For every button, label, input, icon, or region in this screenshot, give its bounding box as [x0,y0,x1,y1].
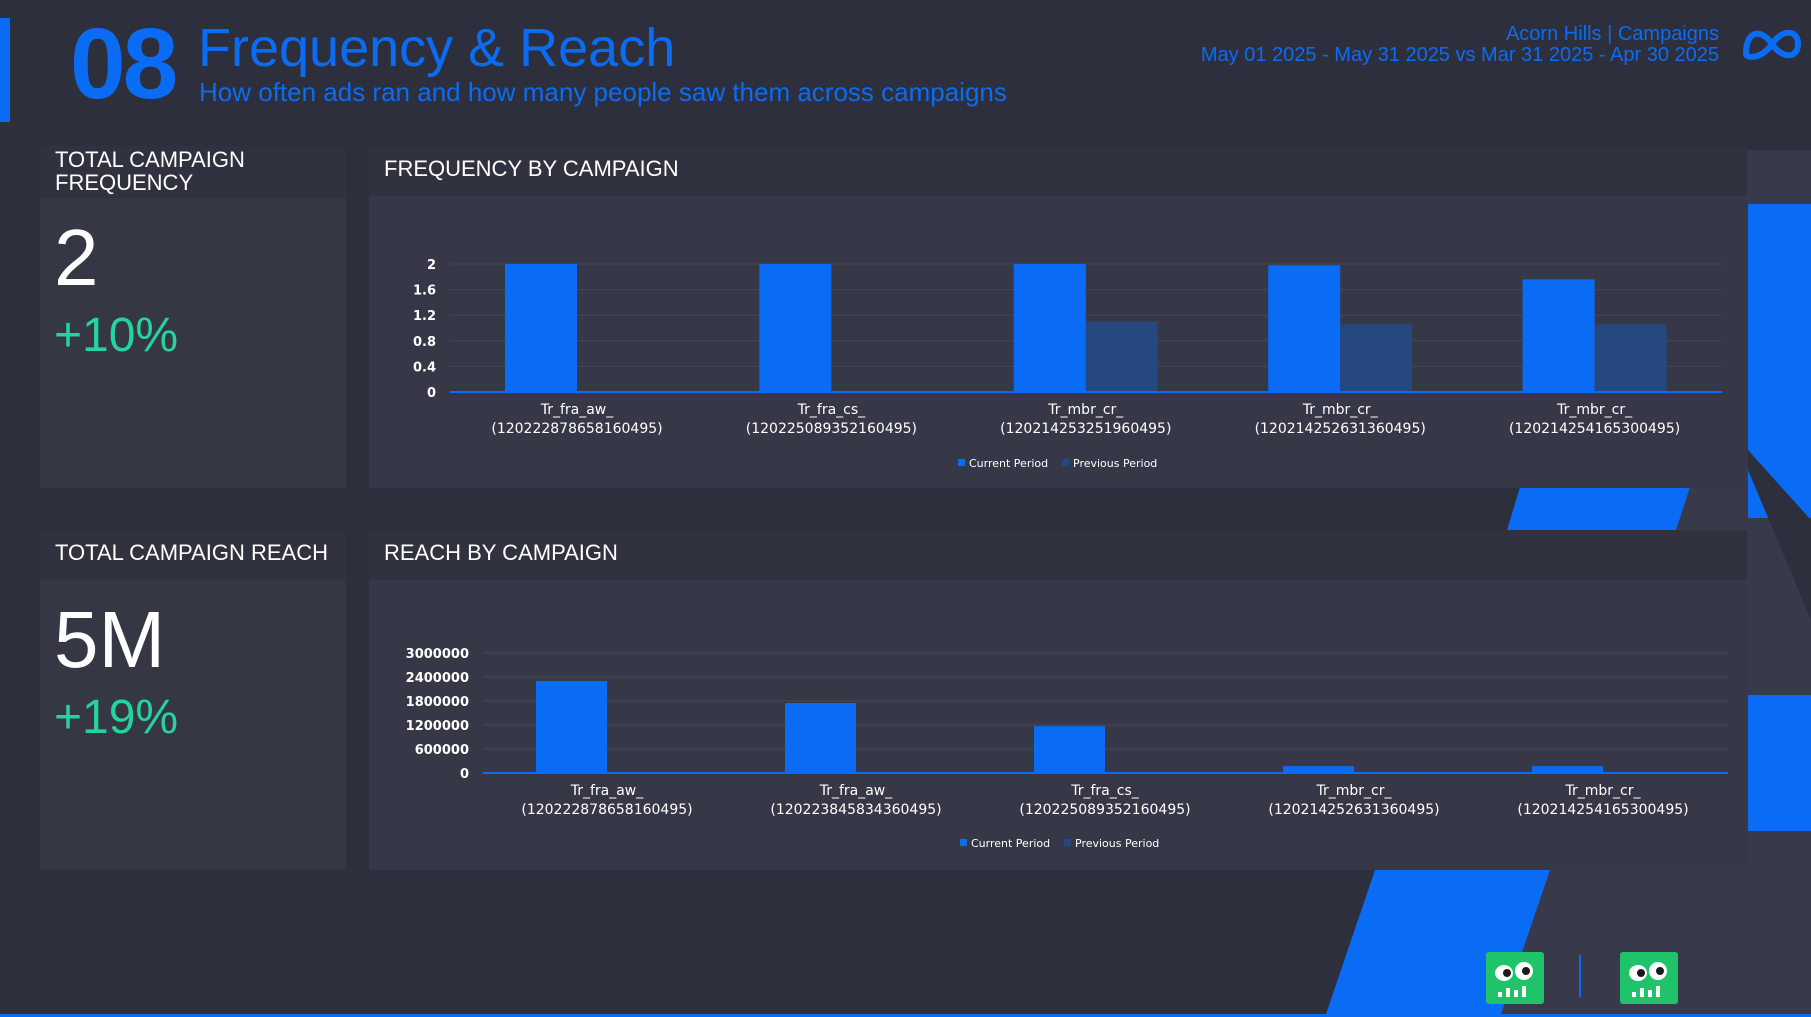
x-tick-label: Tr_mbr_cr_ [1302,402,1379,418]
bar-previous[interactable] [1085,321,1158,392]
x-tick-label: (120223845834360495) [770,802,941,818]
y-tick-label: 1.6 [413,284,436,299]
frequency-kpi-value: 2 [54,213,99,302]
bar-current[interactable] [505,264,577,392]
x-tick-label: (120214254165300495) [1517,802,1688,818]
frequency-chart-header: FREQUENCY BY CAMPAIGN [369,146,1747,196]
x-tick-label: (120225089352160495) [1019,802,1190,818]
reach-chart-title: REACH BY CAMPAIGN [384,540,618,565]
bar-current[interactable] [1268,265,1341,392]
x-tick-label: (120214254165300495) [1509,421,1680,437]
x-tick-label: (120225089352160495) [746,421,917,437]
reach-chart-header: REACH BY CAMPAIGN [369,530,1747,580]
bar-current[interactable] [759,264,832,392]
bar-current[interactable] [1532,766,1603,773]
y-tick-label: 600000 [415,743,469,758]
page-title: Frequency & Reach [198,18,676,78]
frequency-kpi-card: 2 +10% [40,198,346,488]
x-tick-label: Tr_fra_aw_ [540,402,615,418]
frequency-bar-chart: 0 0.4 0.8 1.2 1.6 2 Tr_fra_aw_ (120222878658160… [413,258,1722,470]
y-tick-label: 0.8 [413,335,436,350]
y-tick-label: 2400000 [406,671,469,686]
legend-swatch [1062,459,1069,466]
y-tick-label: 1800000 [406,695,469,710]
x-tick-label: Tr_fra_cs_ [797,402,867,418]
reach-kpi-card: 5M +19% [40,580,346,870]
x-tick-label: (120214252631360495) [1268,802,1439,818]
legend-label: Current Period [971,837,1050,850]
accent-bar [0,18,10,122]
x-tick-label: Tr_mbr_cr_ [1565,783,1642,799]
x-tick-label: Tr_mbr_cr_ [1047,402,1124,418]
page-subtitle: How often ads ran and how many people sa… [199,77,1007,107]
mascot-logo-icon [1620,952,1678,1004]
y-tick-label: 1.2 [413,309,436,324]
bar-previous[interactable] [1594,324,1667,392]
reach-kpi-header: TOTAL CAMPAIGN REACH [40,530,346,580]
y-tick-label: 2 [427,258,436,273]
reach-kpi-label: TOTAL CAMPAIGN REACH [55,540,329,565]
bottom-accent-line [0,1014,1811,1017]
y-tick-label: 3000000 [406,647,469,662]
y-tick-label: 1200000 [406,719,469,734]
x-tick-label: Tr_fra_cs_ [1070,783,1140,799]
footer-divider [1579,955,1581,997]
frequency-chart-title: FREQUENCY BY CAMPAIGN [384,156,679,181]
bar-current[interactable] [1283,766,1354,773]
legend-swatch [958,459,965,466]
frequency-kpi-header: TOTAL CAMPAIGN FREQUENCY [40,146,346,198]
page-number: 08 [70,8,178,120]
frequency-kpi-delta: +10% [54,309,179,362]
x-tick-label: (120214252631360495) [1255,421,1426,437]
mascot-logo-icon [1486,952,1544,1004]
x-tick-label: (120214253251960495) [1000,421,1171,437]
x-tick-label: (120222878658160495) [521,802,692,818]
date-range: May 01 2025 - May 31 2025 vs Mar 31 2025… [1200,44,1719,66]
legend-swatch [960,839,967,846]
y-tick-label: 0 [427,386,436,401]
legend-label: Previous Period [1075,837,1159,850]
x-tick-label: Tr_mbr_cr_ [1316,783,1393,799]
bar-current[interactable] [1522,279,1595,392]
client-label: Acorn Hills | Campaigns [1505,23,1719,45]
x-tick-label: Tr_mbr_cr_ [1556,402,1633,418]
meta-infinity-logo-icon [1743,29,1801,60]
bar-current[interactable] [536,681,607,773]
legend-swatch [1064,839,1071,846]
x-tick-label: Tr_fra_aw_ [570,783,645,799]
x-tick-label: (120222878658160495) [491,421,662,437]
x-tick-label: Tr_fra_aw_ [819,783,894,799]
y-tick-label: 0 [460,767,469,782]
bar-current[interactable] [1034,726,1105,773]
legend-label: Previous Period [1073,457,1157,470]
reach-bar-chart: 0 600000 1200000 1800000 2400000 3000000 Tr_fr… [406,647,1728,850]
legend-label: Current Period [969,457,1048,470]
bar-previous[interactable] [1340,324,1413,392]
y-tick-label: 0.4 [413,360,436,375]
bar-current[interactable] [785,703,856,773]
reach-kpi-delta: +19% [54,691,179,744]
reach-kpi-value: 5M [54,595,166,684]
bar-current[interactable] [1013,264,1086,392]
frequency-kpi-label: TOTAL CAMPAIGN FREQUENCY [55,147,245,195]
